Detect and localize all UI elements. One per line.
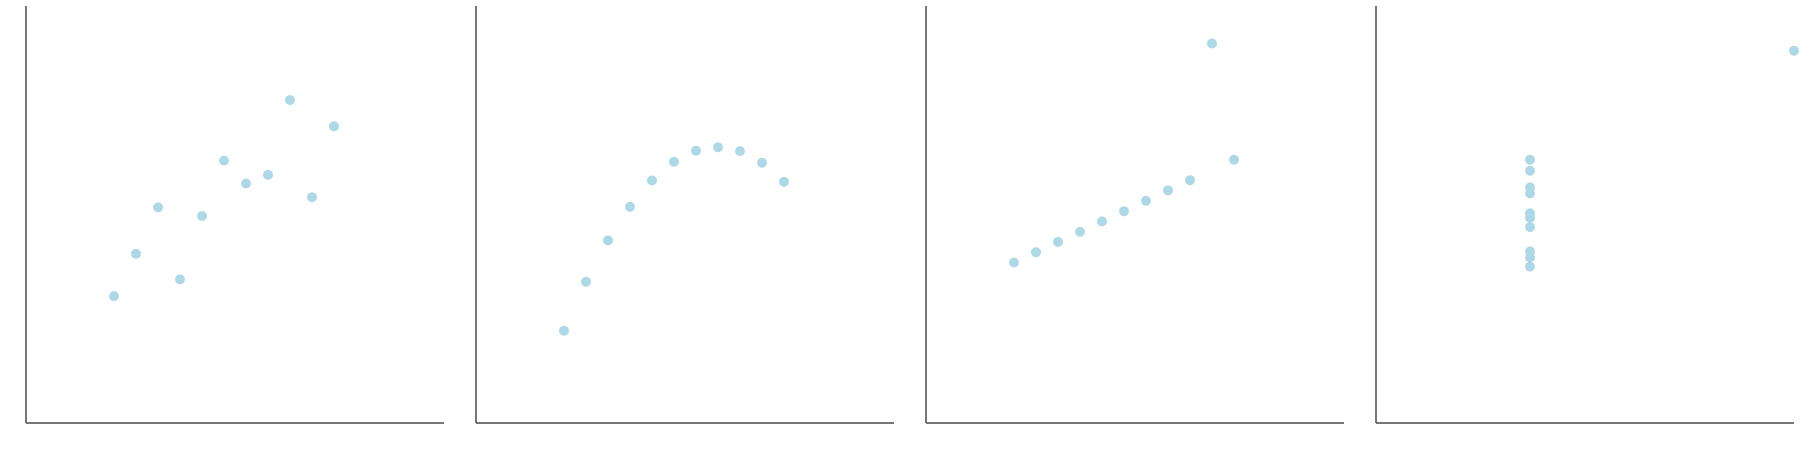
data-point (1141, 195, 1151, 206)
data-point (285, 95, 295, 106)
data-point (1009, 257, 1019, 268)
data-point (131, 248, 141, 259)
data-point (1789, 45, 1799, 56)
data-point (757, 157, 767, 168)
data-point (219, 155, 229, 166)
data-point (241, 178, 251, 189)
data-point (1185, 175, 1195, 186)
data-point (1525, 261, 1535, 272)
data-point (109, 291, 119, 302)
data-point (1053, 236, 1063, 247)
data-point (735, 146, 745, 157)
data-point (175, 274, 185, 285)
data-point (559, 325, 569, 336)
data-point (581, 276, 591, 287)
data-point (1525, 212, 1535, 223)
data-point (1525, 154, 1535, 165)
data-point (691, 145, 701, 156)
data-point (1163, 185, 1173, 196)
data-point (197, 211, 207, 221)
data-point (263, 169, 273, 180)
scatter-panel-4 (1375, 6, 1799, 424)
data-point (1031, 247, 1041, 258)
data-point (713, 142, 723, 153)
scatter-panel-2 (475, 6, 894, 424)
data-point (1525, 252, 1535, 263)
data-point (669, 156, 679, 167)
data-point (329, 121, 339, 132)
data-point (625, 201, 635, 212)
data-point (779, 176, 789, 187)
data-point (1119, 206, 1129, 217)
data-point (153, 202, 163, 213)
data-point (1229, 154, 1239, 165)
data-point (307, 192, 317, 203)
data-point (1525, 165, 1535, 176)
data-point (1075, 226, 1085, 237)
scatter-panel-3 (925, 6, 1344, 424)
data-point (647, 175, 657, 186)
data-point (1525, 182, 1535, 193)
data-point (1207, 38, 1217, 49)
data-point (1525, 222, 1535, 232)
scatter-panel-1 (25, 6, 444, 424)
data-point (603, 235, 613, 246)
data-point (1097, 216, 1107, 227)
